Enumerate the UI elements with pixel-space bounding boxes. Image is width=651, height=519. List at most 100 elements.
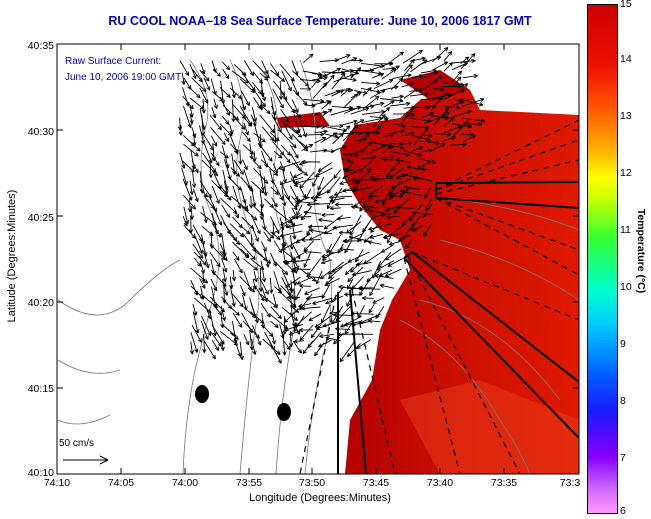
current-vector [331, 187, 343, 204]
current-vector-head [301, 161, 306, 165]
current-vector [393, 123, 406, 127]
current-vector-head [191, 215, 195, 220]
current-vector [393, 197, 411, 214]
current-vector-head [287, 224, 291, 228]
current-vector [329, 197, 345, 202]
current-vector [202, 205, 207, 223]
current-vector-head [369, 141, 373, 146]
current-vector-head [209, 244, 213, 249]
current-vector-head [275, 138, 278, 143]
current-vector-head [201, 285, 206, 289]
current-vector [352, 186, 374, 192]
current-vector-head [291, 215, 296, 218]
current-vector-head [292, 305, 297, 308]
current-vector-head [428, 135, 433, 138]
current-vector [242, 144, 254, 155]
x-tick-label: 73:50 [298, 477, 326, 489]
current-vector [272, 88, 284, 109]
current-vector [312, 297, 333, 305]
current-vector-head [207, 76, 210, 82]
current-vector [325, 337, 341, 342]
current-vector-head [237, 188, 242, 191]
current-vector-head [204, 336, 209, 340]
current-vector-head [252, 157, 256, 162]
current-vector-head [258, 144, 262, 149]
current-vector [361, 117, 383, 124]
current-vector [443, 82, 465, 86]
current-vector [422, 203, 433, 218]
current-vector-head [260, 321, 265, 324]
annotation-date: June 10, 2006 19:00 GMT [65, 72, 182, 83]
current-vector [189, 97, 205, 110]
current-vector [339, 180, 351, 185]
current-vector-head [446, 92, 449, 97]
current-vector-head [292, 77, 295, 82]
current-vector-head [434, 71, 439, 76]
current-vector-head [324, 282, 328, 286]
current-vector [379, 269, 393, 277]
current-vector [419, 71, 439, 80]
sst-north-patch [400, 70, 470, 100]
current-vector-head [252, 88, 255, 93]
current-vector-head [241, 292, 246, 297]
current-vector-head [299, 113, 302, 119]
current-vector-head [231, 277, 235, 282]
current-vector-head [216, 264, 221, 268]
current-vector [220, 305, 226, 321]
current-vector [293, 172, 304, 179]
current-vector [395, 206, 414, 209]
current-vector [193, 233, 203, 254]
current-vector [419, 158, 437, 164]
current-vector-head [210, 173, 213, 178]
current-vector [333, 169, 342, 179]
current-vector-head [444, 61, 448, 66]
current-vector [200, 286, 204, 300]
current-vector-head [203, 240, 206, 246]
station-marker [195, 385, 209, 403]
current-vector-head [287, 88, 292, 92]
current-vector-head [297, 350, 302, 354]
current-vector-head [247, 130, 249, 136]
current-vector-head [380, 102, 385, 107]
current-vector-head [436, 140, 440, 144]
current-vector [383, 134, 394, 137]
current-vector-head [260, 298, 265, 302]
current-vector [431, 94, 452, 100]
current-vector-head [279, 181, 284, 185]
current-vector [411, 134, 430, 141]
current-vector-head [393, 211, 398, 214]
current-vector [310, 324, 322, 338]
current-vector [229, 178, 242, 191]
current-vector-head [273, 204, 278, 208]
current-vector-head [412, 59, 415, 64]
current-vector-head [194, 349, 198, 353]
current-vector-head [275, 230, 280, 234]
current-vector-head [374, 95, 380, 98]
current-vector-head [345, 272, 350, 276]
current-vector-head [437, 74, 443, 77]
current-vector-head [413, 88, 418, 90]
current-vector-head [260, 93, 264, 98]
current-vector-head [341, 133, 344, 138]
current-vector [260, 78, 264, 97]
current-vector [291, 162, 308, 176]
current-vector-head [439, 75, 443, 80]
current-vector-head [311, 105, 316, 108]
current-vector-head [339, 357, 342, 362]
current-vector-head [386, 214, 391, 218]
current-vector-head [399, 51, 404, 54]
current-vector-head [251, 187, 254, 192]
current-vector-head [352, 79, 357, 82]
current-vector [344, 322, 353, 335]
current-vector-head [417, 155, 422, 157]
current-vector-head [218, 222, 222, 226]
current-vector-head [239, 235, 244, 238]
current-vector-head [293, 184, 298, 188]
current-vector-head [224, 190, 228, 195]
current-vector [199, 70, 210, 82]
current-vector-head [318, 219, 323, 223]
current-vector-head [347, 277, 350, 282]
current-vector-head [329, 206, 334, 209]
current-vector-head [421, 57, 426, 61]
current-vector [274, 124, 277, 143]
